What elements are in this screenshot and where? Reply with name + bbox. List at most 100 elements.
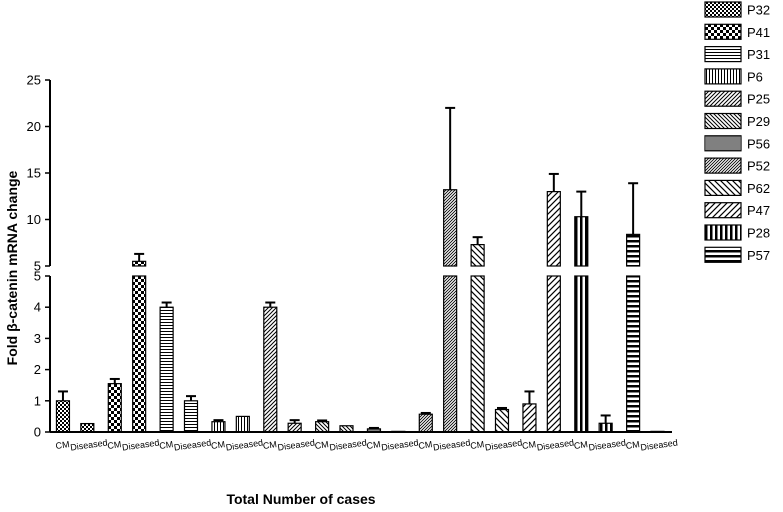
x-category-label: Diseased [381, 437, 420, 452]
bar-p32-cm [55, 390, 71, 433]
bar-p47-cm [522, 390, 537, 433]
legend-swatch [704, 224, 742, 241]
y-axis-title: Fold β-catenin mRNA change [4, 170, 20, 365]
y-tick-label: 5 [34, 269, 41, 284]
legend-swatch [704, 246, 742, 263]
bar-p52-cm [418, 411, 433, 433]
legend-swatch [704, 179, 742, 196]
legend-swatch [704, 23, 742, 40]
legend-label: P28 [747, 226, 770, 241]
y-tick-label: 3 [34, 331, 41, 346]
x-category-label: Diseased [121, 437, 160, 452]
x-category-label: Diseased [70, 437, 109, 452]
legend-label: P6 [747, 69, 763, 84]
legend: P32 P41 P31 P6 P25 P29 P56 P52 P62 P47 P28 P57 [704, 1, 770, 263]
legend-label: P47 [747, 203, 770, 218]
legend-swatch [704, 90, 742, 107]
x-category-label: Diseased [588, 437, 627, 452]
legend-item-p52: P52 [704, 157, 770, 174]
x-category-label: CM [159, 439, 174, 451]
x-category-label: Diseased [484, 437, 523, 452]
legend-label: P32 [747, 3, 770, 18]
y-tick-label: 1 [34, 393, 41, 408]
bar-p62-diseased [494, 406, 510, 433]
legend-swatch [704, 157, 742, 174]
legend-label: P41 [747, 25, 770, 40]
bar-p28-diseased [598, 414, 613, 433]
x-category-label: CM [625, 439, 640, 451]
legend-swatch [704, 1, 742, 18]
legend-label: P25 [747, 92, 770, 107]
legend-item-p41: P41 [704, 23, 770, 40]
x-category-label: Diseased [225, 437, 264, 452]
x-category-label: Diseased [277, 437, 316, 452]
bar-p31-cm [159, 301, 174, 433]
legend-label: P57 [747, 248, 770, 263]
bar-p56-diseased [391, 430, 406, 433]
legend-label: P62 [747, 181, 770, 196]
legend-item-p29: P29 [704, 112, 770, 130]
y-tick-label: 5 [34, 259, 41, 274]
legend-item-p62: P62 [704, 179, 770, 196]
bar-p25-cm [263, 301, 278, 433]
y-tick-label: 15 [27, 166, 41, 181]
bar-p29-diseased [339, 425, 354, 433]
legend-item-p57: P57 [704, 246, 770, 263]
bar-p41-cm [107, 377, 122, 433]
y-tick-label: 0 [34, 425, 41, 440]
bar-p29-cm [315, 419, 330, 433]
legend-item-p47: P47 [704, 202, 770, 219]
legend-swatch [704, 45, 742, 63]
x-category-label: Diseased [173, 437, 212, 452]
bar-p57-cm [626, 182, 641, 433]
legend-label: P56 [747, 136, 770, 151]
legend-swatch [704, 202, 742, 219]
bar-p31-diseased [183, 395, 199, 433]
x-category-label: Diseased [432, 437, 471, 452]
x-category-label: Diseased [329, 437, 368, 452]
x-category-label: CM [418, 439, 433, 451]
x-category-label: CM [314, 439, 329, 451]
bar-p41-diseased [132, 252, 147, 433]
x-category-label: CM [107, 439, 122, 451]
x-axis-title: Total Number of cases [226, 491, 375, 507]
y-tick-label: 2 [34, 362, 41, 377]
bar-p57-diseased [650, 430, 665, 433]
bar-p6-cm [211, 419, 226, 433]
x-category-label: CM [55, 439, 70, 451]
bar-p28-cm [574, 190, 589, 433]
y-tick-label: 20 [27, 119, 41, 134]
y-tick-label: 4 [34, 300, 41, 315]
x-category-label: CM [470, 439, 485, 451]
legend-label: P52 [747, 159, 770, 174]
bar-p47-diseased [546, 172, 561, 433]
bar-p62-cm [470, 236, 485, 433]
bar-p32-diseased [80, 422, 95, 433]
axes: 0 1 2 3 4 55 10 15 20 25 [27, 73, 672, 440]
x-category-label: Diseased [536, 437, 575, 452]
y-tick-label: 10 [27, 212, 41, 227]
legend-item-p25: P25 [704, 90, 770, 107]
legend-swatch [704, 68, 742, 85]
legend-label: P31 [747, 47, 770, 62]
x-category-label: CM [573, 439, 588, 451]
legend-item-p56: P56 [704, 135, 770, 152]
bar-p6-diseased [235, 415, 250, 433]
x-category-label: Diseased [640, 437, 679, 452]
x-category-label: CM [210, 439, 225, 451]
legend-item-p28: P28 [704, 224, 770, 241]
x-category-label: CM [521, 439, 536, 451]
legend-item-p31: P31 [704, 45, 770, 63]
bar-p56-cm [366, 426, 382, 433]
x-category-label: CM [262, 439, 277, 451]
legend-swatch [704, 112, 742, 130]
bar-p25-diseased [287, 419, 302, 433]
bar-p52-diseased [443, 106, 458, 433]
x-category-label: CM [366, 439, 381, 451]
legend-swatch [704, 135, 742, 152]
legend-item-p6: P6 [704, 68, 763, 85]
legend-label: P29 [747, 114, 770, 129]
y-tick-label: 25 [27, 73, 41, 88]
